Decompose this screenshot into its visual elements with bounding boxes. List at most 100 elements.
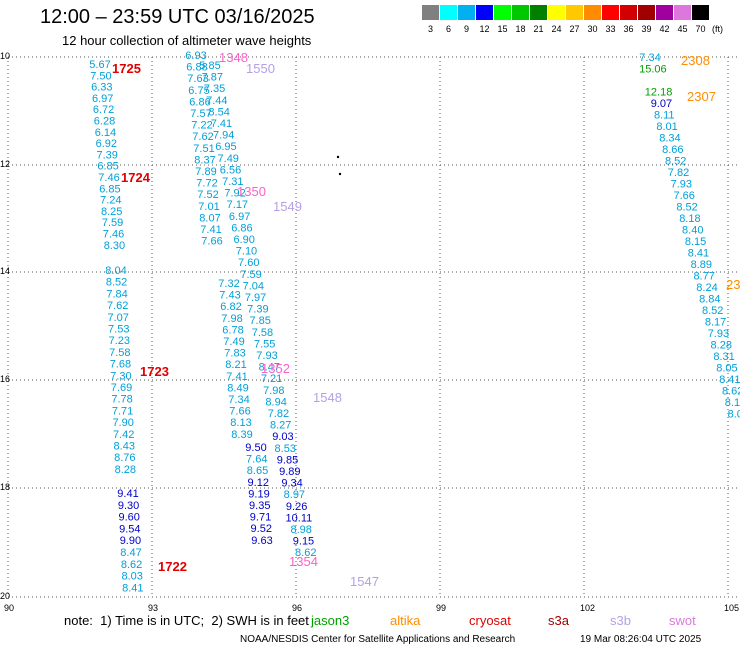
pass-time-label: 1350 [237,184,266,199]
wave-height-value: 6.28 [94,116,115,128]
legend-label: 33 [605,24,616,34]
wave-height-value: 8.77 [693,271,714,283]
wave-height-value: 7.39 [247,304,268,316]
wave-height-value: 8.66 [662,144,683,156]
wave-height-value: 8.37 [194,154,215,166]
legend-label: 15 [497,24,508,34]
wave-height-value: 7.23 [109,335,130,347]
wave-height-value: 5.67 [89,59,110,71]
lon-tick-label: 99 [436,603,447,613]
wave-height-value: 7.21 [261,373,282,385]
wave-height-value: 7.85 [249,315,270,327]
wave-height-value: 9.03 [272,431,293,443]
legend-label: 36 [623,24,634,34]
legend-label: 27 [569,24,580,34]
wave-height-value: 6.56 [220,164,241,176]
legend-label: 3 [427,24,433,34]
legend-swatch [476,5,493,20]
wave-height-value: 8.84 [699,294,720,306]
wave-height-value: 8.97 [284,489,305,501]
wave-height-value: 7.44 [206,95,227,107]
wave-height-value: 7.97 [245,292,266,304]
wave-height-value: 7.82 [268,408,289,420]
legend-swatch [674,5,691,20]
wave-height-value: 6.97 [229,211,250,223]
satellite-name: cryosat [469,613,511,628]
legend-swatch [548,5,565,20]
lat-tick-label: -10 [0,51,11,61]
legend-label: 70 [695,24,706,34]
wave-height-value: 9.30 [118,500,139,512]
wave-height-value: 7.50 [90,70,111,82]
legend-swatch [440,5,457,20]
satellite-name: s3a [548,613,569,628]
wave-height-value: 8.27 [270,420,291,432]
wave-height-value: 6.85 [99,183,120,195]
wave-height-value: 7.69 [111,382,132,394]
wave-height-value: 8.18 [725,397,740,409]
wave-height-value: 9.19 [248,488,269,500]
wave-height-value: 7.55 [254,338,275,350]
wave-height-value: 7.46 [98,172,119,184]
wave-height-value: 9.41 [117,488,138,500]
lat-tick-label: -20 [0,591,11,601]
wave-height-value: 7.82 [668,167,689,179]
wave-height-value: 6.90 [233,234,254,246]
wave-height-value: 9.85 [277,454,298,466]
wave-height-value: 8.30 [104,240,125,252]
satellite-name: altika [390,613,421,628]
legend-label: 6 [445,24,451,34]
wave-height-value: 7.42 [113,429,134,441]
wave-height-value: 9.12 [248,477,269,489]
wave-height-value: 6.14 [95,127,116,139]
wave-height-value: 8.13 [230,417,251,429]
wave-height-value: 7.46 [103,229,124,241]
legend-label: 18 [515,24,526,34]
wave-height-value: 8.65 [247,465,268,477]
wave-height-value: 7.04 [243,280,264,292]
page-subtitle: 12 hour collection of altimeter wave hei… [62,33,312,48]
wave-height-value: 7.93 [708,328,729,340]
wave-height-value: 7.43 [219,290,240,302]
wave-height-value: 7.64 [246,454,267,466]
lon-tick-label: 90 [4,603,15,613]
wave-height-value: 7.07 [107,312,128,324]
wave-height-value: 6.86 [189,96,210,108]
wave-height-value: 7.87 [202,72,223,84]
wave-height-value: 7.58 [109,347,130,359]
wave-height-value: 7.62 [107,300,128,312]
wave-height-value: 7.98 [263,385,284,397]
wave-height-value: 7.66 [229,406,250,418]
credit-line: NOAA/NESDIS Center for Satellite Applica… [240,634,516,645]
wave-height-value: 10.11 [286,512,313,524]
legend-label: 12 [479,24,490,34]
wave-height-value: 9.15 [293,536,314,548]
wave-height-value: 7.57 [190,108,211,120]
pass-time-label: 2308 [681,53,710,68]
wave-height-value: 8.21 [225,359,246,371]
wave-height-value: 8.11 [654,110,675,122]
wave-height-value: 8.28 [711,340,732,352]
wave-height-value: 7.49 [218,153,239,165]
wave-height-value: 8.43 [114,441,135,453]
pass-time-label: 1723 [140,364,169,379]
wave-height-value: 5.85 [199,60,220,72]
wave-height-value: 8.41 [122,582,143,594]
wave-height-value: 8.52 [106,277,127,289]
wave-height-value: 7.78 [111,394,132,406]
wave-height-value: 7.58 [252,327,273,339]
wave-height-value: 7.35 [204,83,225,95]
wave-height-value: 8.07 [199,212,220,224]
wave-height-value: 7.98 [221,313,242,325]
wave-height-value: 8.18 [679,213,700,225]
wave-height-value: 6.78 [222,324,243,336]
wave-height-value: 15.06 [639,64,667,76]
lat-tick-label: -14 [0,266,11,276]
wave-height-value: 8.04 [105,265,126,277]
wave-height-value: 8.53 [275,443,296,455]
wave-height-value: 6.97 [92,93,113,105]
pass-time-label: 1549 [273,199,302,214]
wave-height-value: 7.93 [256,350,277,362]
lon-tick-label: 105 [724,603,740,613]
legend-swatch [602,5,619,20]
